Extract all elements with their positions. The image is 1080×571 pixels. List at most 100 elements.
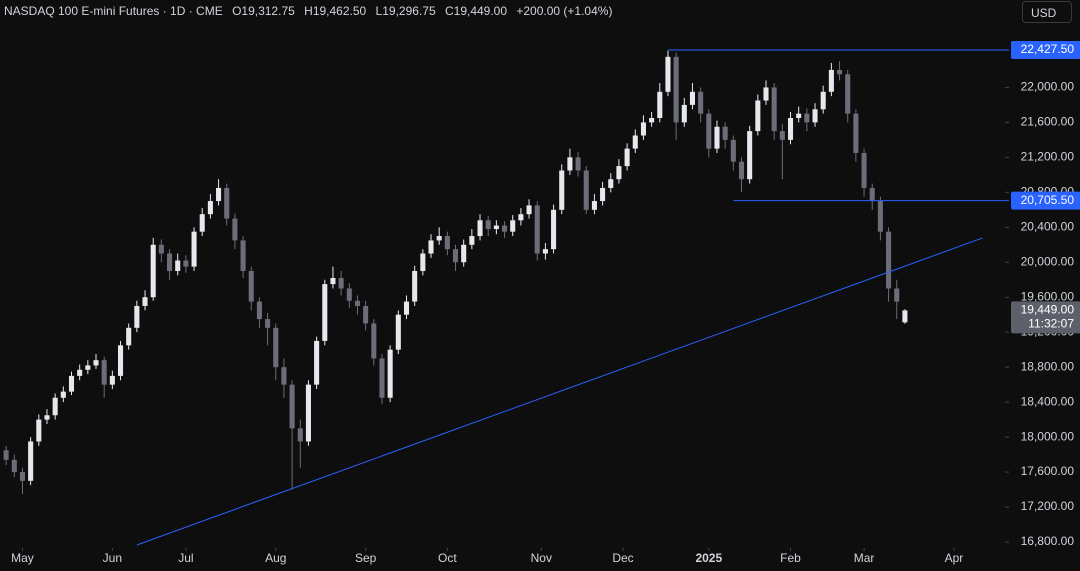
candle-body bbox=[755, 100, 761, 132]
candle-body bbox=[28, 441, 34, 481]
candle-body bbox=[493, 225, 499, 230]
candle-body bbox=[207, 201, 213, 215]
candle-body bbox=[444, 236, 450, 250]
candle-body bbox=[567, 157, 573, 171]
candle-body bbox=[216, 187, 222, 202]
candle-body bbox=[420, 253, 426, 271]
candle-body bbox=[608, 179, 614, 188]
x-tick-label: Dec bbox=[612, 551, 633, 565]
candle-body bbox=[297, 428, 303, 442]
x-tick-label: 2025 bbox=[695, 551, 722, 565]
candle-body bbox=[256, 301, 262, 320]
candle-body bbox=[265, 319, 271, 328]
candle-body bbox=[853, 113, 859, 153]
candle-body bbox=[796, 113, 802, 119]
ohlc-key: C bbox=[444, 4, 454, 18]
candle-body bbox=[820, 91, 826, 110]
candle-body bbox=[68, 375, 75, 392]
x-tick-label: Aug bbox=[265, 551, 286, 565]
y-tick-label: 20,400.00 bbox=[1021, 219, 1075, 233]
candle-body bbox=[395, 314, 401, 350]
candle-body bbox=[117, 345, 124, 376]
candle-body bbox=[518, 214, 524, 221]
candle-body bbox=[632, 135, 638, 149]
candle-body bbox=[485, 220, 491, 230]
candle-body bbox=[346, 288, 352, 301]
candle-body bbox=[273, 327, 279, 368]
candle-body bbox=[281, 367, 287, 385]
candle-body bbox=[600, 187, 606, 202]
trendline bbox=[136, 237, 983, 546]
candle-body bbox=[158, 244, 164, 254]
candle-body bbox=[134, 305, 140, 328]
candle-body bbox=[845, 74, 851, 114]
y-tick-label: 19,600.00 bbox=[1021, 289, 1075, 303]
ohlc-value: 19,462.50 bbox=[312, 4, 367, 18]
candle-body bbox=[3, 450, 9, 460]
candle-body bbox=[387, 349, 393, 398]
candle-body bbox=[747, 131, 753, 180]
candle-body bbox=[902, 310, 908, 323]
candle-body bbox=[224, 187, 230, 219]
currency-button[interactable]: USD bbox=[1022, 1, 1072, 23]
candle-body bbox=[109, 375, 115, 385]
candle-body bbox=[142, 297, 148, 306]
ohlc-value: 19,312.75 bbox=[241, 4, 295, 18]
candle-body bbox=[640, 122, 646, 136]
candle-body bbox=[363, 305, 369, 324]
candle-body bbox=[461, 244, 467, 263]
candle-body bbox=[689, 91, 696, 105]
candle-body bbox=[763, 87, 769, 101]
candle-body bbox=[624, 148, 630, 167]
candle-body bbox=[542, 249, 548, 254]
candle-body bbox=[93, 360, 99, 366]
ohlc-key: L bbox=[375, 4, 383, 18]
candle-body bbox=[322, 284, 328, 341]
countdown-label: 11:32:07 bbox=[1028, 317, 1074, 331]
symbol: NASDAQ 100 E-mini Futures · 1D · CME bbox=[4, 4, 223, 18]
candle-body bbox=[730, 139, 736, 162]
candle-body bbox=[657, 91, 663, 119]
candle-body bbox=[894, 288, 900, 302]
candle-body bbox=[101, 360, 107, 385]
candle-body bbox=[738, 161, 745, 180]
candle-body bbox=[305, 384, 311, 442]
y-tick-label: 17,600.00 bbox=[1021, 464, 1075, 478]
candle-body bbox=[191, 231, 197, 267]
candle-body bbox=[338, 277, 344, 289]
candle-body bbox=[722, 126, 728, 140]
candle-body bbox=[60, 391, 66, 398]
candle-body bbox=[869, 187, 875, 202]
candle-body bbox=[673, 56, 679, 123]
x-tick-label: Sep bbox=[355, 551, 377, 565]
level-label: 22,427.50 bbox=[1021, 42, 1075, 56]
ohlc-key: H bbox=[304, 4, 313, 18]
ohlc-value: 19,296.75 bbox=[382, 4, 436, 18]
ohlc-key: O bbox=[232, 4, 242, 18]
candle-body bbox=[534, 205, 540, 254]
x-tick-label: May bbox=[11, 551, 34, 565]
y-tick-label: 18,000.00 bbox=[1021, 429, 1075, 443]
y-tick-label: 21,600.00 bbox=[1021, 115, 1075, 129]
candle-body bbox=[240, 240, 246, 271]
candle-body bbox=[502, 225, 508, 232]
y-tick-label: 21,200.00 bbox=[1021, 150, 1075, 164]
candle-body bbox=[698, 91, 704, 114]
candle-body bbox=[379, 358, 385, 398]
candle-body bbox=[837, 69, 843, 75]
candle-body bbox=[77, 369, 83, 376]
candle-body bbox=[616, 166, 622, 180]
candle-body bbox=[877, 201, 883, 232]
candle-body bbox=[52, 397, 58, 416]
candle-body bbox=[886, 231, 892, 289]
ohlc-value: 19,449.00 bbox=[453, 4, 508, 18]
candle-body bbox=[787, 118, 794, 140]
candle-body bbox=[175, 260, 181, 271]
y-tick-label: 18,400.00 bbox=[1021, 394, 1075, 408]
last-price-label: 19,449.00 bbox=[1021, 303, 1075, 317]
legend-header: NASDAQ 100 E-mini Futures · 1D · CME O19… bbox=[4, 4, 612, 18]
candle-body bbox=[812, 109, 818, 123]
candle-body bbox=[583, 170, 589, 210]
candle-body bbox=[126, 327, 132, 346]
candle-body bbox=[11, 459, 17, 473]
